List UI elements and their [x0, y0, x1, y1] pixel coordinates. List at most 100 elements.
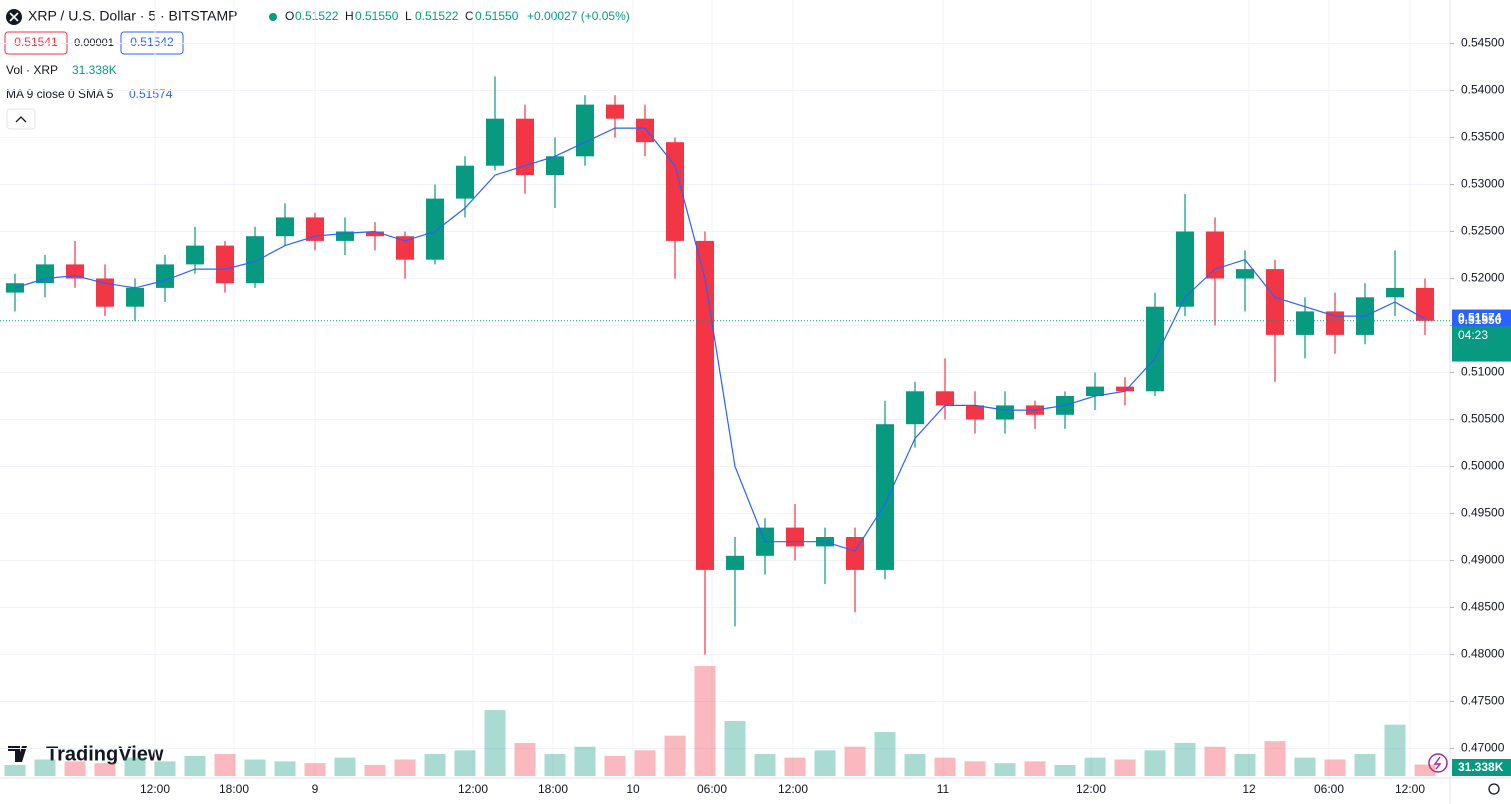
candle-body — [126, 287, 144, 307]
volume-bar — [1294, 757, 1316, 776]
y-tick-label: 0.51000 — [1461, 365, 1505, 379]
candle-body — [606, 104, 624, 119]
volume-bar — [754, 754, 776, 776]
volume-bar — [964, 761, 986, 776]
volume-bar — [334, 757, 356, 776]
candle-body — [576, 104, 594, 157]
volume-bar — [1204, 746, 1226, 776]
y-tick-label: 0.50500 — [1461, 412, 1505, 426]
x-tick-label: 10 — [626, 782, 640, 796]
volume-bar — [574, 746, 596, 776]
ohlc-value: 0.51522 — [295, 9, 339, 23]
volume-bar — [94, 763, 116, 776]
countdown: 04:23 — [1458, 328, 1488, 342]
volume-bar — [184, 755, 206, 776]
y-tick-label: 0.53500 — [1461, 130, 1505, 144]
candle-body — [1146, 306, 1164, 392]
candle-body — [1386, 287, 1404, 298]
volume-bar — [1264, 741, 1286, 776]
volume-bar — [274, 761, 296, 776]
volume-bar — [664, 735, 686, 776]
collapse-button[interactable] — [6, 108, 36, 130]
last-price-tag-label: 0.51550 — [1458, 313, 1502, 327]
change: +0.00027 (+0.05%) — [527, 9, 630, 23]
volume-bar — [694, 666, 716, 776]
x-tick-label: 9 — [312, 782, 319, 796]
x-tick-label: 12:00 — [140, 782, 170, 796]
settings-button[interactable] — [1488, 783, 1500, 795]
candle-body — [216, 245, 234, 284]
ohlc-key: H — [345, 9, 354, 23]
volume-bar — [364, 765, 386, 776]
ohlc-legend: O 0.51522 H 0.51550 L 0.51522 C 0.51550 +0.00027… — [285, 9, 630, 23]
volume-bar — [604, 755, 626, 776]
volume-bar — [484, 710, 506, 776]
x-tick-label: 06:00 — [697, 782, 727, 796]
candle-body — [1266, 269, 1284, 335]
volume-bar — [874, 732, 896, 776]
x-tick-label: 12:00 — [778, 782, 808, 796]
logo-mark — [8, 746, 27, 762]
candle-body — [1326, 311, 1344, 335]
sell-price: 0.51541 — [14, 35, 58, 49]
ohlc-key: L — [405, 9, 412, 23]
volume-legend-value: 31.338K — [72, 63, 117, 77]
volume-tag-label: 31.338K — [1458, 760, 1504, 774]
volume-tag — [1452, 759, 1511, 776]
volume-bar — [1054, 765, 1076, 776]
candle-body — [366, 231, 384, 237]
candle-body — [546, 156, 564, 176]
symbol-icon-mark — [9, 12, 19, 22]
volume-bar — [784, 757, 806, 776]
candle-body — [456, 165, 474, 199]
logo-text: TradingView — [46, 743, 164, 765]
candle-body — [6, 283, 24, 293]
y-tick-label: 0.50000 — [1461, 459, 1505, 473]
volume-bar — [304, 763, 326, 776]
candle-body — [1206, 231, 1224, 279]
symbol-title[interactable]: XRP / U.S. Dollar · 5 · BITSTAMP — [28, 8, 238, 24]
y-tick-label: 0.48000 — [1461, 647, 1505, 661]
volume-bar — [34, 759, 56, 776]
market-status — [269, 13, 277, 21]
x-tick-label: 06:00 — [1314, 782, 1344, 796]
volume-bar — [634, 750, 656, 776]
volume-bar — [814, 750, 836, 776]
candle-body — [936, 391, 954, 406]
candle-body — [966, 405, 984, 420]
volume-bar — [1234, 754, 1256, 776]
candle-body — [636, 118, 654, 143]
alert-button[interactable] — [1428, 753, 1448, 773]
volume-bar — [724, 721, 746, 776]
candle-body — [1416, 287, 1434, 321]
candle-body — [276, 217, 294, 237]
volume-bar — [1384, 724, 1406, 776]
volume-bar — [994, 763, 1016, 776]
candle-body — [426, 198, 444, 260]
candle-body — [726, 555, 744, 570]
spread: 0.00001 — [74, 37, 114, 49]
candle-body — [876, 424, 894, 570]
volume-bar — [514, 743, 536, 776]
buy-price: 0.51542 — [130, 35, 174, 49]
x-tick-label: 18:00 — [538, 782, 568, 796]
candle-body — [906, 391, 924, 425]
candle-body — [1236, 269, 1254, 279]
candle-body — [306, 217, 324, 241]
candle-body — [696, 240, 714, 570]
candle-body — [186, 245, 204, 265]
volume-bar — [1174, 743, 1196, 776]
ma-line — [14, 127, 1426, 552]
x-tick-label: 12 — [1242, 782, 1256, 796]
ma-price-tag — [1452, 309, 1511, 327]
volume-bar — [424, 754, 446, 776]
candle-body — [786, 527, 804, 547]
x-tick-label: 11 — [937, 782, 950, 796]
volume-bar — [1414, 764, 1436, 776]
y-tick-label: 0.47000 — [1461, 741, 1505, 755]
volume-bar — [844, 746, 866, 776]
y-tick-label: 0.54000 — [1461, 83, 1505, 97]
candle-body — [1116, 386, 1134, 392]
y-tick-label: 0.52000 — [1461, 271, 1505, 285]
